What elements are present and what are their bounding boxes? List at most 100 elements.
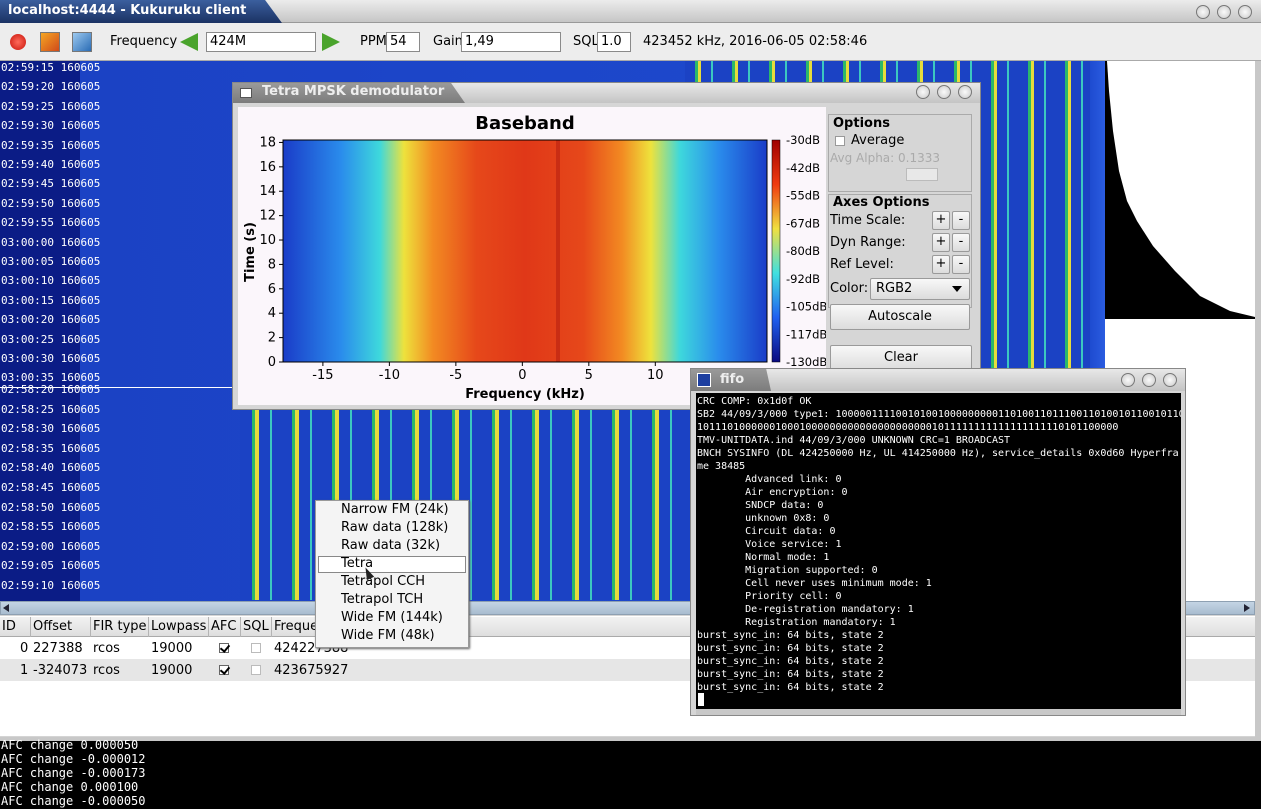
tool-button[interactable]	[72, 32, 92, 52]
maximize-button[interactable]	[1142, 373, 1156, 387]
label: Gain	[433, 34, 463, 49]
checkbox[interactable]	[251, 665, 261, 675]
checkbox[interactable]	[251, 643, 261, 653]
timestamp: 02:58:50 160605	[1, 500, 101, 514]
timestamp: 02:59:25 160605	[1, 99, 101, 113]
dropdown-arrow	[952, 286, 962, 292]
timestamp: 02:59:30 160605	[1, 119, 101, 133]
x-tick-label: 0	[518, 368, 526, 383]
table-cell: 423675927	[274, 663, 349, 678]
column-header: FIR type	[91, 617, 149, 637]
colorbar-label: -92dB	[786, 272, 820, 286]
maximize-button[interactable]	[937, 85, 951, 99]
label: Average	[851, 133, 905, 148]
window-icon	[240, 88, 252, 98]
timestamp: 02:59:55 160605	[1, 216, 101, 230]
plus-button[interactable]: +	[932, 211, 950, 230]
x-tick-label: 10	[647, 368, 664, 383]
plus-button[interactable]: +	[932, 255, 950, 274]
plot-frame	[282, 139, 768, 363]
fifo-scrollbar[interactable]	[696, 709, 1181, 715]
column-header: AFC	[209, 617, 241, 637]
group-title: Options	[833, 116, 890, 131]
timestamp: 02:59:00 160605	[1, 539, 101, 553]
spectrum	[1105, 61, 1255, 319]
colorbar-label: -117dB	[786, 327, 826, 341]
terminal-line: burst_sync_in: 64 bits, state 2	[697, 630, 884, 641]
column-header: Offset	[31, 617, 91, 637]
window-edge	[1255, 61, 1261, 737]
minus-button[interactable]: -	[952, 255, 970, 274]
y-tick-label: 10	[259, 233, 276, 248]
table-cell: 1	[20, 663, 29, 678]
record-button[interactable]	[10, 34, 26, 50]
close-button[interactable]	[958, 85, 972, 99]
minus-button[interactable]: -	[952, 211, 970, 230]
table-cell: 19000	[151, 663, 193, 678]
colorbar-label: -105dB	[786, 300, 826, 314]
timestamp: 03:00:20 160605	[1, 313, 101, 327]
minimize-button[interactable]	[1196, 5, 1210, 19]
color-select[interactable]: RGB2	[870, 278, 970, 300]
label: Avg Alpha: 0.1333	[830, 151, 941, 165]
ppm-input[interactable]: 54	[386, 32, 420, 52]
terminal-icon	[697, 373, 711, 387]
terminal-line: burst_sync_in: 64 bits, state 2	[697, 669, 884, 680]
fifo-title-tab	[691, 369, 771, 391]
column-header: Lowpass	[149, 617, 209, 637]
alpha-slider[interactable]	[906, 168, 938, 181]
label: SQL	[573, 34, 599, 49]
console-line: AFC change -0.000173	[1, 766, 146, 780]
close-button[interactable]	[1238, 5, 1252, 19]
terminal-line: Cell never uses minimum mode: 1	[697, 578, 932, 589]
minimize-button[interactable]	[1121, 373, 1135, 387]
minus-button[interactable]: -	[952, 233, 970, 252]
checkbox[interactable]	[219, 642, 231, 653]
y-tick-label: 6	[268, 282, 276, 297]
autoscale-button[interactable]: Autoscale	[830, 304, 970, 330]
colorbar-label: -42dB	[786, 161, 820, 175]
maximize-button[interactable]	[1217, 5, 1231, 19]
freq-up-button[interactable]	[322, 33, 340, 51]
checkbox[interactable]	[219, 664, 231, 675]
terminal-line: CRC COMP: 0x1d0f OK	[697, 396, 812, 407]
minimize-button[interactable]	[916, 85, 930, 99]
average-checkbox[interactable]	[835, 136, 845, 146]
terminal-line: burst_sync_in: 64 bits, state 2	[697, 682, 884, 693]
terminal-line: SNDCP data: 0	[697, 500, 824, 511]
timestamp: 02:58:25 160605	[1, 402, 101, 416]
x-tick-label: -10	[379, 368, 400, 383]
terminal-line: Priority cell: 0	[697, 591, 842, 602]
console-line: AFC change -0.000050	[1, 794, 146, 808]
console-line: AFC change 0.000050	[1, 738, 139, 752]
tool-button[interactable]	[40, 32, 60, 52]
timestamp: 02:59:45 160605	[1, 177, 101, 191]
menu-item: Raw data (128k)	[341, 520, 449, 535]
scroll-left[interactable]	[3, 604, 9, 612]
gain-input[interactable]: 1,49	[461, 32, 561, 52]
options-group	[828, 114, 972, 192]
table-cell: 0	[20, 641, 29, 656]
terminal-line: TMV-UNITDATA.ind 44/09/3/000 UNKNOWN CRC…	[697, 435, 1011, 446]
y-axis-label: Time (s)	[243, 222, 258, 282]
scroll-right[interactable]	[1244, 604, 1250, 612]
terminal-line: Voice service: 1	[697, 539, 842, 550]
timestamp: 02:58:30 160605	[1, 422, 101, 436]
frequency-input[interactable]: 424M	[206, 32, 316, 52]
freq-down-button[interactable]	[180, 33, 198, 51]
close-button[interactable]	[1163, 373, 1177, 387]
console	[0, 741, 1261, 809]
timestamp: 02:59:15 160605	[1, 61, 101, 74]
menu-item: Wide FM (48k)	[341, 628, 435, 643]
title-bar	[0, 0, 1261, 23]
sql-input[interactable]: 1.0	[597, 32, 631, 52]
timestamp: 02:58:35 160605	[1, 441, 101, 455]
timestamp: 03:00:00 160605	[1, 235, 101, 249]
y-tick-label: 0	[268, 355, 276, 370]
table-cell: rcos	[93, 641, 120, 656]
timestamp: 02:58:40 160605	[1, 461, 101, 475]
y-tick-label: 2	[268, 331, 276, 346]
terminal-line: Normal mode: 1	[697, 552, 830, 563]
terminal-line: me 38485	[697, 461, 746, 472]
plus-button[interactable]: +	[932, 233, 950, 252]
